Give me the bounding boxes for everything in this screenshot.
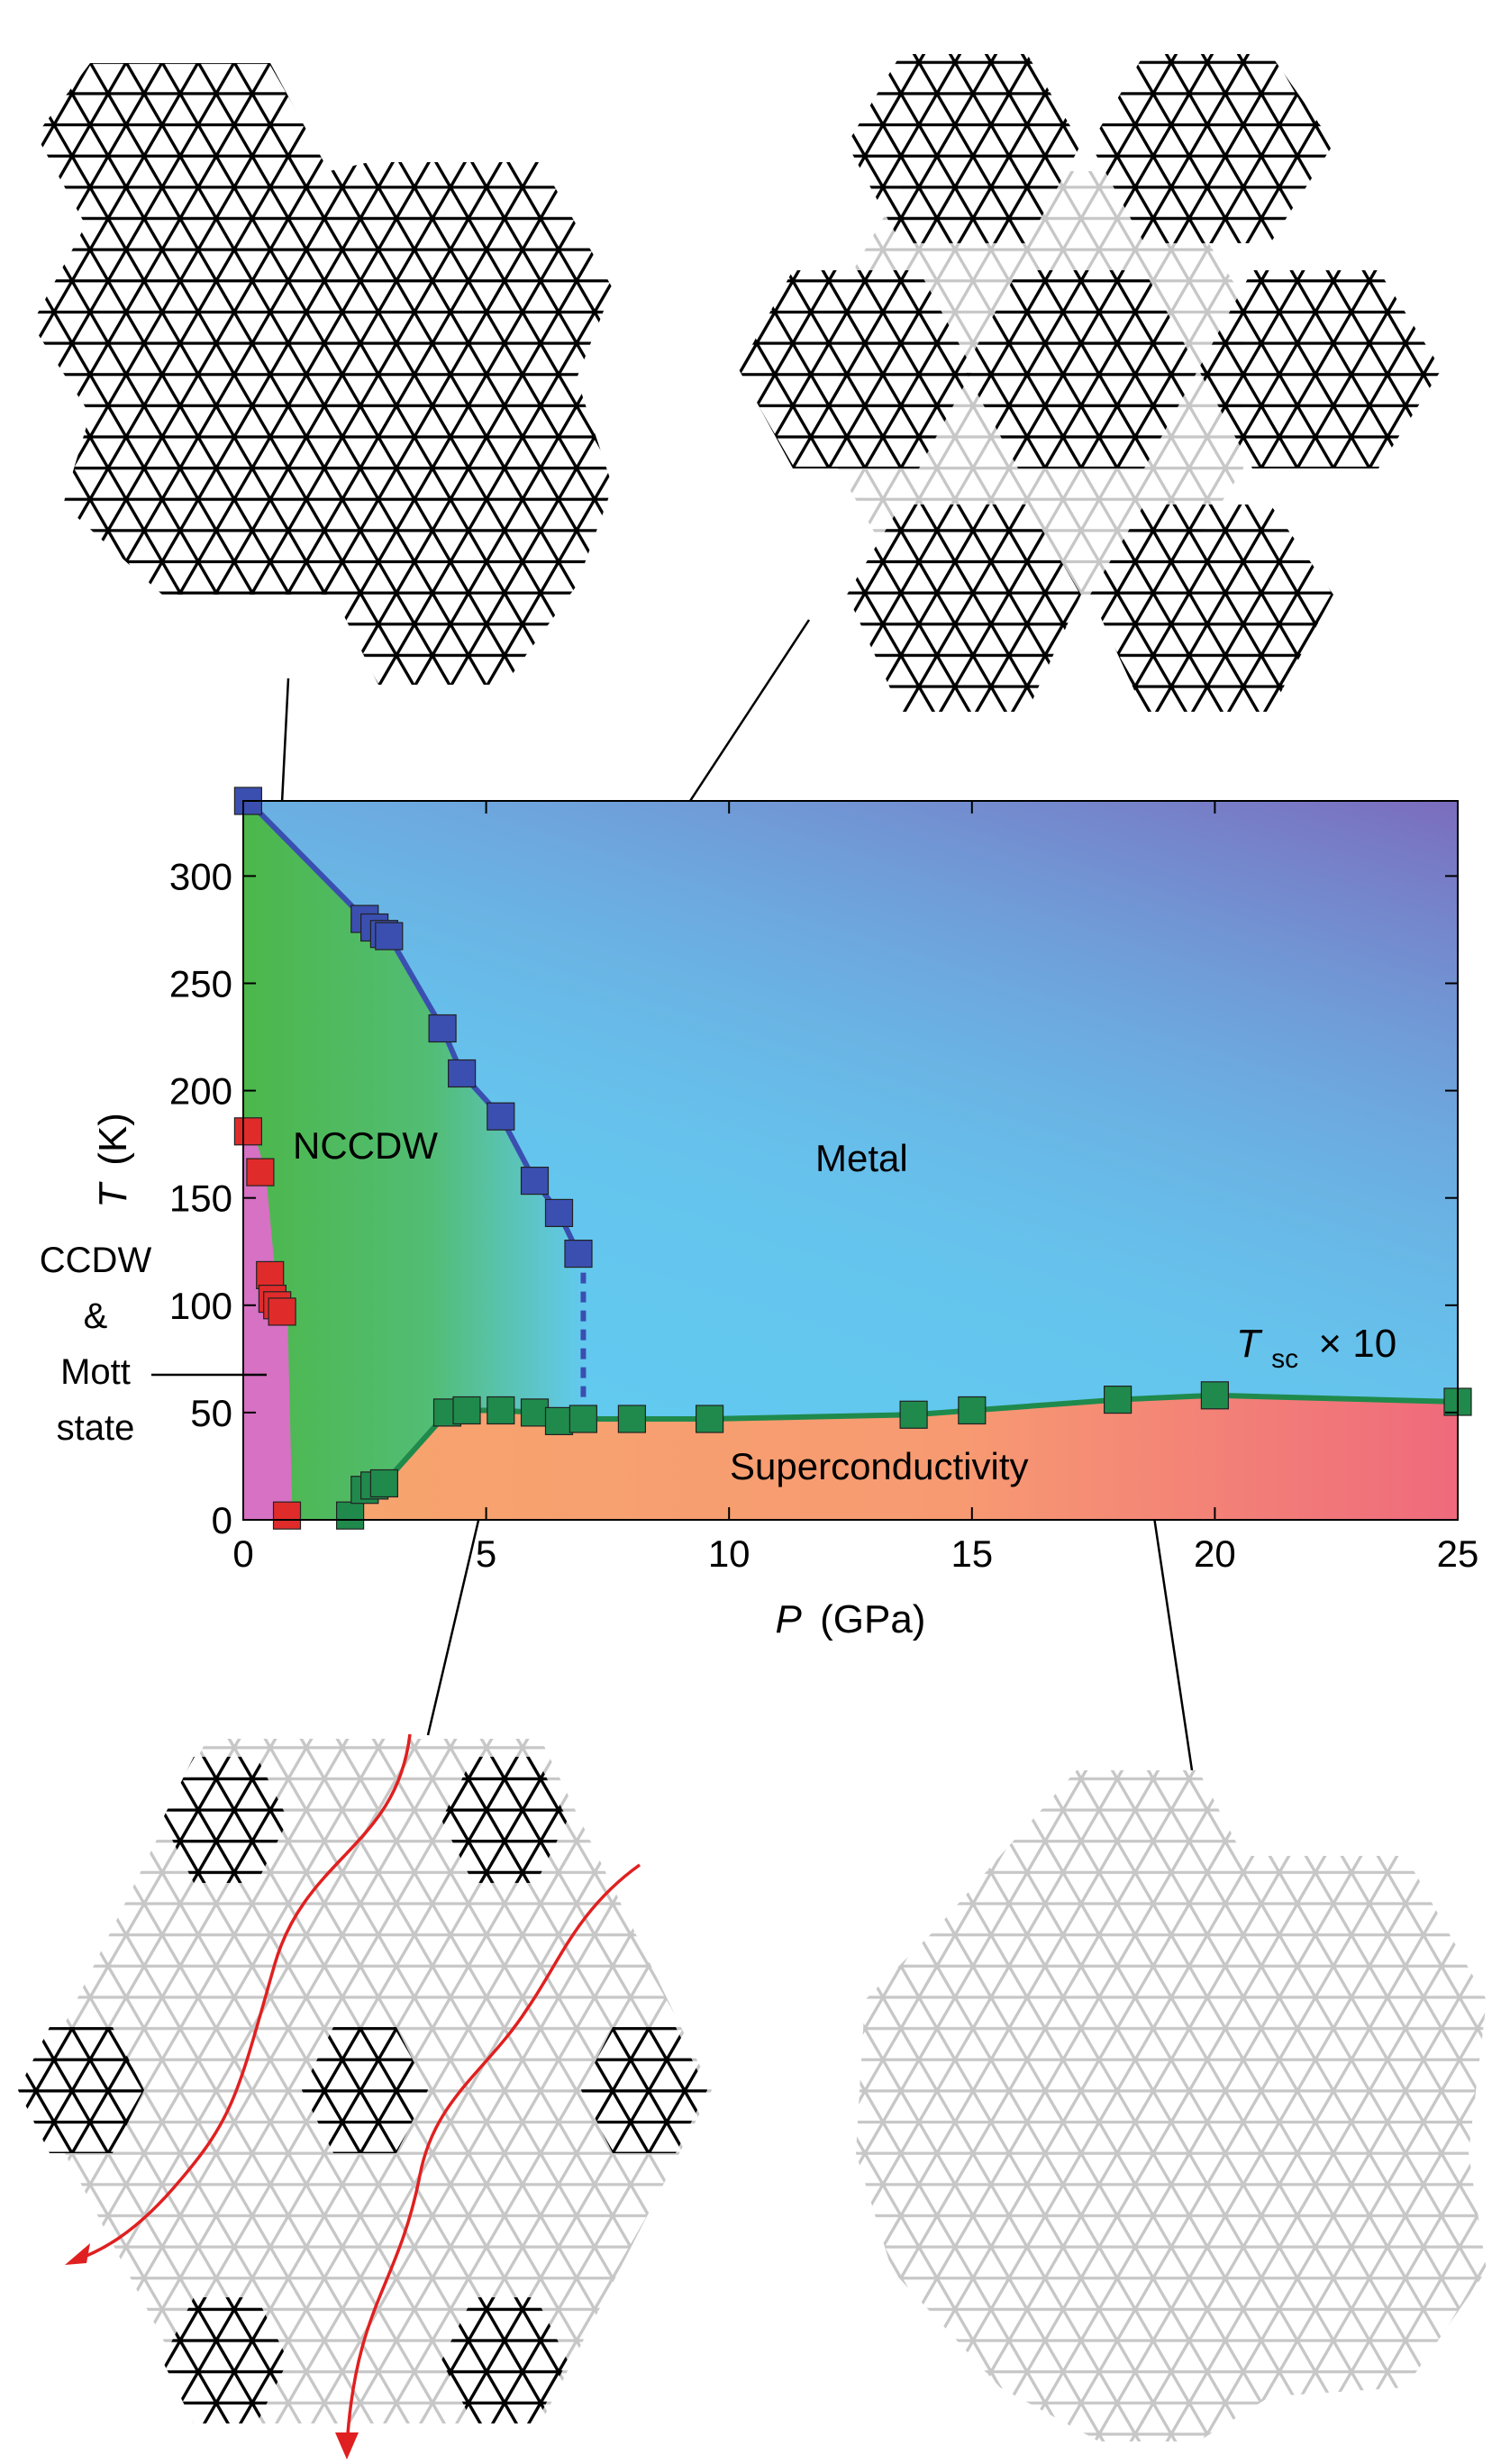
y-tick-label: 250 — [169, 962, 232, 1005]
cdw-domain-bottom-left — [162, 2297, 288, 2423]
data-point-series-1 — [487, 1396, 515, 1425]
domain-bottom-left — [847, 505, 1081, 712]
structure-top-right — [739, 54, 1442, 712]
arrowhead-icon — [335, 2432, 359, 2459]
x-axis-label: P (GPa) — [776, 1597, 926, 1641]
y-tick-label: 100 — [169, 1285, 232, 1327]
ccdw-mott-line-3: Mott — [60, 1352, 131, 1392]
data-point-series-0 — [375, 922, 404, 950]
nccdw-label: NCCDW — [293, 1124, 438, 1167]
uniform-metal-lattice — [856, 1770, 1487, 2441]
data-point-series-1 — [520, 1398, 550, 1427]
arrowhead-icon — [65, 2243, 90, 2265]
data-point-series-2 — [233, 1117, 262, 1146]
data-point-series-1 — [544, 1406, 574, 1436]
structure-bottom-right — [856, 1770, 1487, 2441]
x-tick-label: 20 — [1194, 1532, 1236, 1575]
structure-top-left — [32, 63, 613, 685]
data-point-series-2 — [272, 1501, 302, 1530]
data-point-series-1 — [958, 1396, 987, 1425]
domain-center — [964, 270, 1198, 468]
x-axis-symbol: P — [776, 1597, 803, 1641]
data-point-series-1 — [899, 1400, 928, 1429]
ccdw-mott-line-4: state — [57, 1408, 135, 1448]
x-axis-unit: (GPa) — [820, 1597, 925, 1641]
data-point-series-2 — [256, 1260, 285, 1290]
data-point-series-0 — [564, 1239, 593, 1268]
nccdw-region — [243, 801, 584, 1520]
conduction-path-arrow-left — [71, 1733, 412, 2263]
data-point-series-1 — [569, 1405, 598, 1433]
y-tick-label: 300 — [169, 855, 232, 897]
ccdw-mott-label: CCDW & Mott state — [40, 1241, 152, 1448]
cdw-domain-top-right — [441, 1757, 568, 1883]
tsc-annotation: T sc × 10 — [1236, 1322, 1396, 1377]
data-point-series-1 — [617, 1405, 647, 1433]
data-point-series-0 — [487, 1102, 515, 1131]
axis-ticks — [242, 801, 1459, 1521]
structure-bottom-left — [18, 1733, 712, 2459]
data-point-series-0 — [544, 1198, 574, 1228]
data-point-series-0 — [520, 1166, 550, 1196]
data-point-series-1 — [1103, 1385, 1132, 1414]
tsc-subscript: sc — [1271, 1344, 1298, 1374]
y-tick-label: 150 — [169, 1177, 232, 1220]
y-tick-label: 50 — [190, 1392, 232, 1434]
data-point-series-2 — [268, 1297, 296, 1326]
tsc-symbol: T — [1236, 1322, 1263, 1366]
x-tick-label: 15 — [951, 1532, 993, 1575]
superconductivity-label: Superconductivity — [730, 1445, 1029, 1487]
y-tick-label: 0 — [212, 1499, 232, 1541]
y-tick-label: 200 — [169, 1070, 232, 1113]
data-point-series-1 — [695, 1405, 724, 1433]
ccdw-mott-region — [243, 1131, 293, 1520]
cdw-domain-left — [18, 2027, 144, 2153]
data-point-series-1 — [1200, 1381, 1230, 1410]
cdw-domain-center — [302, 2027, 428, 2153]
y-axis-symbol: T — [91, 1181, 135, 1208]
ccdw-mott-line-1: CCDW — [40, 1241, 152, 1280]
data-point-series-0 — [448, 1059, 477, 1088]
data-point-series-0 — [428, 1014, 457, 1043]
x-tick-label: 0 — [232, 1532, 253, 1575]
y-axis-label: T (K) — [91, 1113, 135, 1208]
domain-top-left — [847, 54, 1081, 243]
data-point-series-2 — [246, 1158, 275, 1187]
x-tick-label: 25 — [1437, 1532, 1479, 1575]
y-axis-unit: (K) — [91, 1113, 135, 1166]
data-point-series-1 — [336, 1501, 365, 1530]
domain-left — [739, 270, 973, 468]
conduction-path-arrow-right — [345, 1863, 641, 2447]
cdw-domain-right — [581, 2027, 707, 2153]
cdw-domain-bottom-right — [441, 2297, 568, 2423]
plot-frame — [242, 800, 1459, 1521]
x-tick-label: 10 — [708, 1532, 750, 1575]
tsc-suffix: × 10 — [1318, 1322, 1396, 1366]
domain-bottom-right — [1090, 505, 1333, 712]
data-point-series-1 — [369, 1468, 398, 1498]
data-point-series-1 — [452, 1396, 481, 1425]
metal-label: Metal — [815, 1137, 908, 1179]
x-tick-label: 5 — [476, 1532, 496, 1575]
cdw-domain-top-left — [162, 1757, 288, 1883]
domain-top-right — [1090, 54, 1333, 243]
data-markers — [233, 786, 1472, 1530]
ccdw-star-cluster — [32, 63, 613, 685]
ccdw-mott-line-2: & — [84, 1296, 108, 1336]
domain-right — [1198, 270, 1442, 468]
